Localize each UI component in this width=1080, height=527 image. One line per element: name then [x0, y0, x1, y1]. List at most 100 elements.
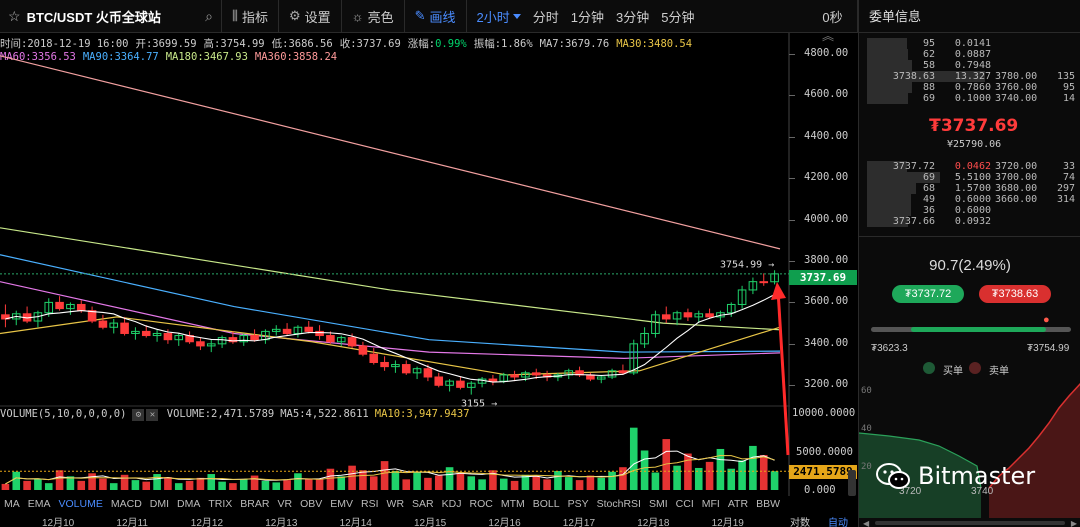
- volume-bar: [575, 480, 584, 490]
- price-chart[interactable]: 3754.99 → 3155 →: [0, 0, 790, 496]
- candle-body: [271, 328, 281, 332]
- ask-row[interactable]: 95 0.0141: [865, 38, 1079, 49]
- scroll-left-icon[interactable]: ◀: [863, 519, 870, 527]
- divider: [859, 236, 1080, 237]
- indicator-tab-kdj[interactable]: KDJ: [441, 498, 462, 510]
- price-marker-icon: ●: [1043, 314, 1050, 326]
- bid-row[interactable]: 36 0.6000: [865, 205, 1079, 216]
- candle-body: [661, 314, 671, 320]
- settings-small-icon[interactable]: ⚙: [132, 409, 145, 421]
- indicator-tab-smi[interactable]: SMI: [648, 498, 668, 510]
- indicator-tab-brar[interactable]: BRAR: [240, 498, 270, 510]
- indicator-tab-atr[interactable]: ATR: [727, 498, 749, 510]
- price-tick-label: 3600.00: [804, 295, 849, 308]
- candle-body: [770, 273, 779, 283]
- bid-row[interactable]: 69 5.5100 3700.00 74: [865, 172, 1079, 183]
- bid-p2: 3660.00: [995, 194, 1038, 205]
- timeframe-tab-line[interactable]: 分时: [532, 9, 559, 25]
- candle-body: [629, 343, 639, 374]
- candle-body: [152, 332, 162, 337]
- indicator-tab-mtm[interactable]: MTM: [500, 498, 525, 510]
- candle-body: [499, 374, 509, 382]
- timeframe-tab-2h[interactable]: 2小时: [471, 0, 527, 32]
- indicator-tab-psy[interactable]: PSY: [567, 498, 589, 510]
- bid-row[interactable]: 3737.72 0.0462 3720.00 33: [865, 161, 1079, 172]
- candle-body: [726, 303, 736, 314]
- bid-p: 3737.72: [892, 161, 935, 172]
- volume-bar: [44, 483, 53, 490]
- ask-row[interactable]: 62 0.0887: [865, 49, 1079, 60]
- indicator-tab-wr[interactable]: WR: [386, 498, 405, 510]
- bid-row[interactable]: 49 0.6000 3660.00 314: [865, 194, 1079, 205]
- indicators-button[interactable]: ⫼ 指标: [222, 0, 279, 32]
- depth-y-40: 40: [861, 424, 872, 434]
- indicator-tab-macd[interactable]: MACD: [110, 498, 142, 510]
- date-label: 12月19: [711, 518, 744, 527]
- ask-p: 95: [922, 38, 935, 49]
- indicator-tab-bbw[interactable]: BBW: [756, 498, 780, 510]
- favorite-star-icon[interactable]: ☆: [8, 7, 21, 24]
- volume-bar: [174, 483, 183, 490]
- sell-price-button[interactable]: ₮3738.63: [979, 285, 1051, 303]
- candle-body: [759, 281, 769, 284]
- theme-button[interactable]: ☼ 亮色: [342, 0, 405, 32]
- ask-row[interactable]: 88 0.7860 3760.00 95: [865, 82, 1079, 93]
- indicator-tab-ma[interactable]: MA: [4, 498, 20, 510]
- bid-row[interactable]: 68 1.5700 3680.00 297: [865, 183, 1079, 194]
- volume-bar: [326, 468, 335, 490]
- indicator-tab-cci[interactable]: CCI: [675, 498, 694, 510]
- settings-button[interactable]: ⚙ 设置: [279, 0, 342, 32]
- ask-row[interactable]: 3738.63 13.327 3780.00 135: [865, 71, 1079, 82]
- vertical-scrollbar[interactable]: [848, 470, 856, 496]
- price-tick-label: 4600.00: [804, 88, 849, 101]
- indicator-tab-obv[interactable]: OBV: [300, 498, 323, 510]
- symbol-selector[interactable]: ☆ BTC/USDT 火币全球站 ⌕: [0, 0, 222, 32]
- collapse-icon[interactable]: ︽: [821, 29, 834, 43]
- candle-body: [694, 313, 704, 318]
- theme-label: 亮色: [367, 9, 394, 25]
- bid-depth-area: [859, 433, 981, 518]
- indicator-tab-vr[interactable]: VR: [277, 498, 293, 510]
- close-small-icon[interactable]: ✕: [146, 409, 159, 421]
- pencil-icon: ✎: [414, 8, 426, 23]
- timeframe-tab-1m[interactable]: 1分钟: [570, 9, 605, 25]
- timeframe-tab-5m[interactable]: 5分钟: [661, 9, 695, 25]
- timeframe-tab-3m[interactable]: 3分钟: [616, 9, 650, 25]
- indicator-tab-ema[interactable]: EMA: [27, 498, 51, 510]
- volume-bar: [673, 465, 681, 490]
- log-scale-button[interactable]: 对数: [790, 518, 810, 527]
- price-tick-label: 3800.00: [804, 253, 849, 266]
- ask-row[interactable]: 69 0.1000 3740.00 14: [865, 93, 1079, 104]
- volume-bar: [294, 473, 302, 490]
- indicator-tab-sar[interactable]: SAR: [412, 498, 434, 510]
- auto-scale-button[interactable]: 自动: [828, 518, 848, 527]
- ask-a: 13.327: [954, 71, 991, 82]
- indicator-tab-emv[interactable]: EMV: [330, 498, 354, 510]
- indicator-tab-trix[interactable]: TRIX: [208, 498, 233, 510]
- ask-a: 0.0887: [954, 49, 991, 60]
- arrow-head: [771, 282, 786, 300]
- search-icon[interactable]: ⌕: [205, 7, 213, 24]
- indicator-tab-volume[interactable]: VOLUME: [58, 498, 103, 510]
- indicator-tab-stochrsi[interactable]: StochRSI: [596, 498, 641, 510]
- indicator-tab-rsi[interactable]: RSI: [361, 498, 379, 510]
- horizontal-scrollbar[interactable]: ◀ ▶: [859, 519, 1080, 527]
- bid-row[interactable]: 3737.66 0.0932: [865, 216, 1079, 227]
- ask-row[interactable]: 58 0.7948: [865, 60, 1079, 71]
- indicator-tab-dma[interactable]: DMA: [177, 498, 201, 510]
- price-tick: [789, 219, 795, 221]
- buy-price-button[interactable]: ₮3737.72: [892, 285, 964, 303]
- candle-body: [651, 314, 660, 334]
- bid-p2: 3700.00: [995, 172, 1038, 183]
- draw-line-button[interactable]: ✎ 画线: [405, 0, 467, 32]
- indicator-tab-dmi[interactable]: DMI: [149, 498, 170, 510]
- candle-body: [748, 281, 758, 291]
- indicator-tab-roc[interactable]: ROC: [469, 498, 493, 510]
- candle-body: [466, 382, 476, 388]
- indicator-tab-mfi[interactable]: MFI: [701, 498, 720, 510]
- scroll-thumb[interactable]: [875, 521, 1065, 525]
- volume-bar: [34, 478, 42, 490]
- scroll-right-icon[interactable]: ▶: [1070, 519, 1077, 527]
- indicator-tab-boll[interactable]: BOLL: [532, 498, 560, 510]
- chart-indicator-icon: ⫼: [232, 8, 238, 23]
